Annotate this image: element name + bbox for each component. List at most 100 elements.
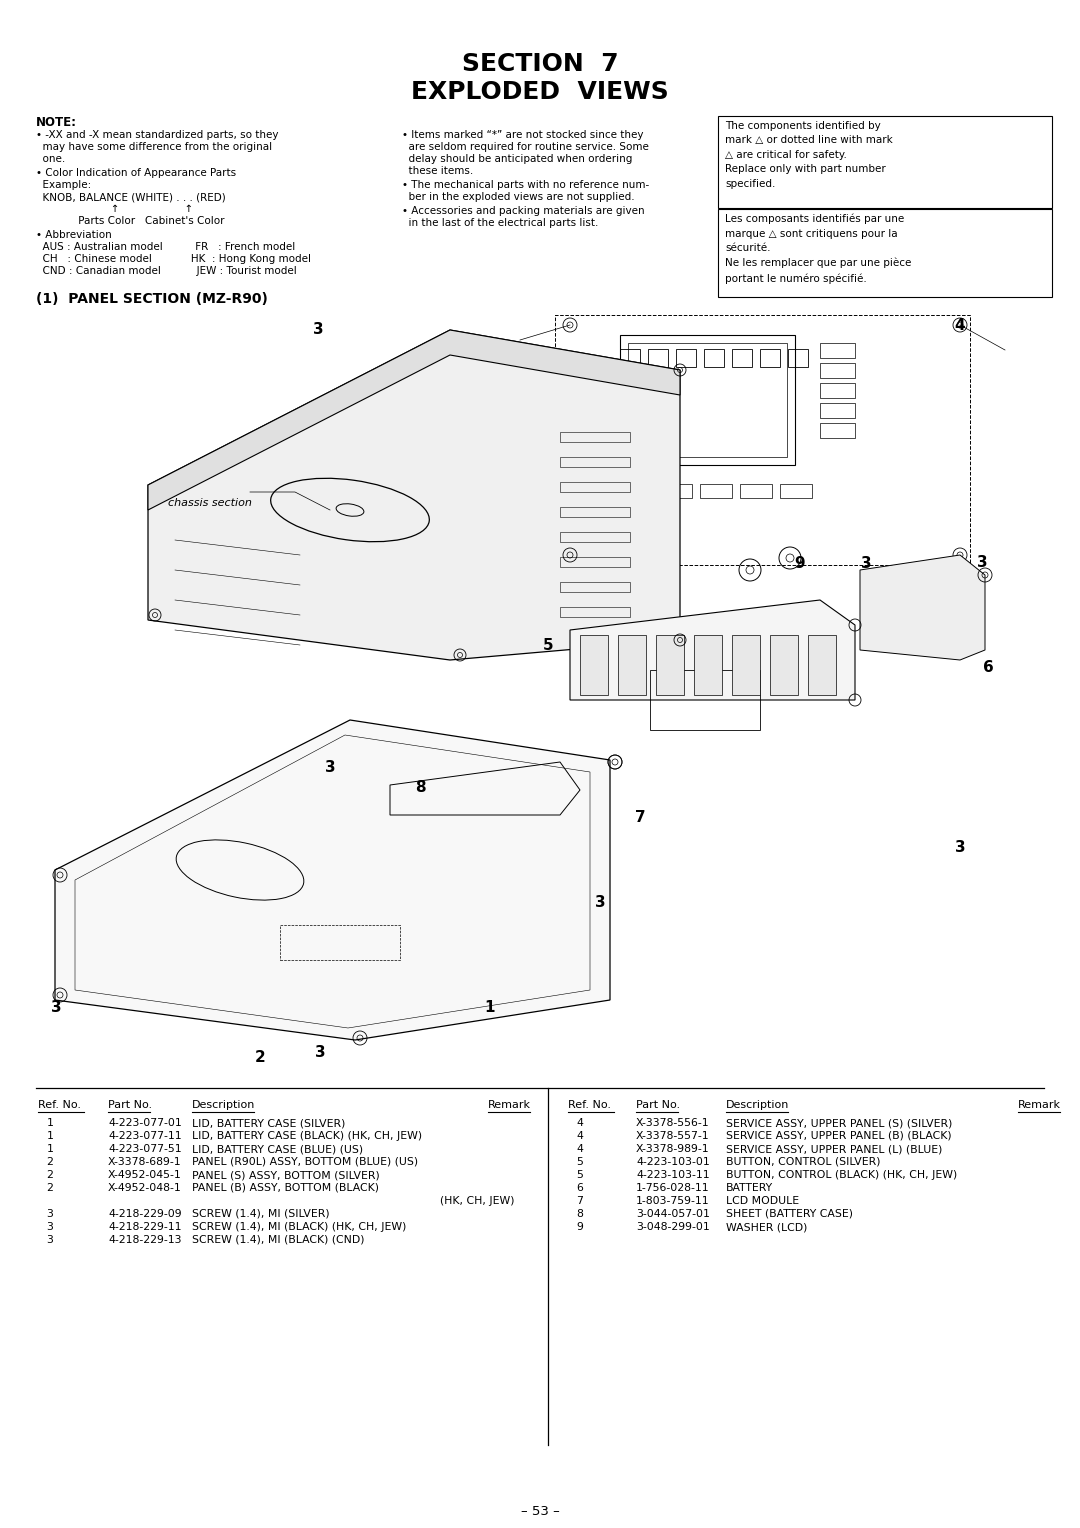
Text: Description: Description xyxy=(192,1100,255,1109)
Bar xyxy=(732,636,760,695)
Text: LID, BATTERY CASE (BLUE) (US): LID, BATTERY CASE (BLUE) (US) xyxy=(192,1144,363,1154)
Bar xyxy=(770,636,798,695)
Text: • Items marked “*” are not stocked since they: • Items marked “*” are not stocked since… xyxy=(402,130,644,141)
Text: 1-756-028-11: 1-756-028-11 xyxy=(636,1183,710,1193)
Text: Remark: Remark xyxy=(488,1100,531,1109)
Text: Ref. No.: Ref. No. xyxy=(568,1100,611,1109)
Text: X-4952-045-1: X-4952-045-1 xyxy=(108,1170,181,1180)
Text: 5: 5 xyxy=(577,1157,583,1167)
Text: 3: 3 xyxy=(313,322,323,338)
Text: SCREW (1.4), MI (SILVER): SCREW (1.4), MI (SILVER) xyxy=(192,1209,329,1219)
Text: 2: 2 xyxy=(46,1183,53,1193)
Text: 5: 5 xyxy=(542,639,553,652)
Text: 9: 9 xyxy=(795,556,806,571)
Polygon shape xyxy=(570,601,855,700)
Text: 3: 3 xyxy=(46,1235,53,1245)
Text: EXPLODED  VIEWS: EXPLODED VIEWS xyxy=(411,79,669,104)
Text: (HK, CH, JEW): (HK, CH, JEW) xyxy=(440,1196,514,1206)
Text: 1-803-759-11: 1-803-759-11 xyxy=(636,1196,710,1206)
Text: 3: 3 xyxy=(46,1222,53,1232)
Text: Part No.: Part No. xyxy=(108,1100,152,1109)
Text: SERVICE ASSY, UPPER PANEL (S) (SILVER): SERVICE ASSY, UPPER PANEL (S) (SILVER) xyxy=(726,1118,953,1128)
Bar xyxy=(740,484,772,498)
Text: 4-223-103-11: 4-223-103-11 xyxy=(636,1170,710,1180)
Text: 6: 6 xyxy=(577,1183,583,1193)
Text: CH   : Chinese model            HK  : Hong Kong model: CH : Chinese model HK : Hong Kong model xyxy=(36,254,311,264)
Text: 4: 4 xyxy=(577,1144,583,1154)
Text: 6: 6 xyxy=(983,660,994,675)
Bar xyxy=(660,484,692,498)
Bar xyxy=(561,457,630,468)
Text: 1: 1 xyxy=(485,999,496,1015)
Text: WASHER (LCD): WASHER (LCD) xyxy=(726,1222,808,1232)
Text: Parts Color   Cabinet's Color: Parts Color Cabinet's Color xyxy=(36,215,225,226)
Text: Ref. No.: Ref. No. xyxy=(38,1100,81,1109)
Text: PANEL (B) ASSY, BOTTOM (BLACK): PANEL (B) ASSY, BOTTOM (BLACK) xyxy=(192,1183,379,1193)
Text: 3: 3 xyxy=(46,1209,53,1219)
Text: 4-218-229-11: 4-218-229-11 xyxy=(108,1222,181,1232)
Bar xyxy=(808,636,836,695)
Text: SCREW (1.4), MI (BLACK) (HK, CH, JEW): SCREW (1.4), MI (BLACK) (HK, CH, JEW) xyxy=(192,1222,406,1232)
Text: PANEL (S) ASSY, BOTTOM (SILVER): PANEL (S) ASSY, BOTTOM (SILVER) xyxy=(192,1170,380,1180)
Text: 4-223-077-51: 4-223-077-51 xyxy=(108,1144,181,1154)
Bar xyxy=(694,636,723,695)
Bar xyxy=(780,484,812,498)
Bar xyxy=(561,481,630,492)
Text: Les composants identifiés par une
marque △ sont critiquens pour la
sécurité.
Ne : Les composants identifiés par une marque… xyxy=(725,214,912,284)
Text: 1: 1 xyxy=(46,1118,53,1128)
Text: KNOB, BALANCE (WHITE) . . . (RED): KNOB, BALANCE (WHITE) . . . (RED) xyxy=(36,193,226,202)
Text: CND : Canadian model           JEW : Tourist model: CND : Canadian model JEW : Tourist model xyxy=(36,266,297,277)
Text: 2: 2 xyxy=(255,1050,266,1065)
Text: 2: 2 xyxy=(46,1157,53,1167)
Text: SHEET (BATTERY CASE): SHEET (BATTERY CASE) xyxy=(726,1209,853,1219)
Text: 4-218-229-09: 4-218-229-09 xyxy=(108,1209,181,1219)
Text: 4: 4 xyxy=(955,318,966,333)
Text: 1: 1 xyxy=(46,1131,53,1141)
Text: 3-044-057-01: 3-044-057-01 xyxy=(636,1209,710,1219)
Text: 4-223-077-01: 4-223-077-01 xyxy=(108,1118,181,1128)
Text: BUTTON, CONTROL (SILVER): BUTTON, CONTROL (SILVER) xyxy=(726,1157,880,1167)
Text: X-3378-556-1: X-3378-556-1 xyxy=(636,1118,710,1128)
Text: 4-218-229-13: 4-218-229-13 xyxy=(108,1235,181,1245)
Text: X-4952-048-1: X-4952-048-1 xyxy=(108,1183,181,1193)
Text: 3: 3 xyxy=(976,555,987,570)
Bar xyxy=(561,532,630,542)
Bar xyxy=(561,582,630,591)
Bar xyxy=(561,558,630,567)
Bar xyxy=(760,348,780,367)
Bar xyxy=(704,348,724,367)
Text: X-3378-989-1: X-3378-989-1 xyxy=(636,1144,710,1154)
Text: 5: 5 xyxy=(577,1170,583,1180)
Text: 9: 9 xyxy=(577,1222,583,1232)
Bar xyxy=(820,423,855,439)
Text: 3: 3 xyxy=(51,999,62,1015)
Text: • Color Indication of Appearance Parts: • Color Indication of Appearance Parts xyxy=(36,168,237,177)
Bar xyxy=(732,348,752,367)
Text: X-3378-689-1: X-3378-689-1 xyxy=(108,1157,181,1167)
Text: The components identified by
mark △ or dotted line with mark
△ are critical for : The components identified by mark △ or d… xyxy=(725,121,893,188)
Polygon shape xyxy=(148,330,680,660)
Bar xyxy=(656,636,684,695)
Text: may have some difference from the original: may have some difference from the origin… xyxy=(36,142,272,151)
Text: NOTE:: NOTE: xyxy=(36,116,77,128)
Bar xyxy=(718,209,1052,296)
Polygon shape xyxy=(860,555,985,660)
Text: 4-223-103-01: 4-223-103-01 xyxy=(636,1157,710,1167)
Bar xyxy=(618,636,646,695)
Bar xyxy=(676,348,696,367)
Text: LID, BATTERY CASE (BLACK) (HK, CH, JEW): LID, BATTERY CASE (BLACK) (HK, CH, JEW) xyxy=(192,1131,422,1141)
Bar xyxy=(650,669,760,730)
Text: LID, BATTERY CASE (SILVER): LID, BATTERY CASE (SILVER) xyxy=(192,1118,346,1128)
Text: Example:: Example: xyxy=(36,180,91,189)
Text: SECTION  7: SECTION 7 xyxy=(461,52,619,76)
Text: BATTERY: BATTERY xyxy=(726,1183,773,1193)
Text: Part No.: Part No. xyxy=(636,1100,680,1109)
Bar xyxy=(555,315,970,565)
Text: delay should be anticipated when ordering: delay should be anticipated when orderin… xyxy=(402,154,633,163)
Text: X-3378-557-1: X-3378-557-1 xyxy=(636,1131,710,1141)
Text: ↑                    ↑: ↑ ↑ xyxy=(36,205,193,214)
Text: 2: 2 xyxy=(46,1170,53,1180)
Text: • The mechanical parts with no reference num-: • The mechanical parts with no reference… xyxy=(402,180,649,189)
Text: 1: 1 xyxy=(46,1144,53,1154)
Text: 8: 8 xyxy=(577,1209,583,1219)
